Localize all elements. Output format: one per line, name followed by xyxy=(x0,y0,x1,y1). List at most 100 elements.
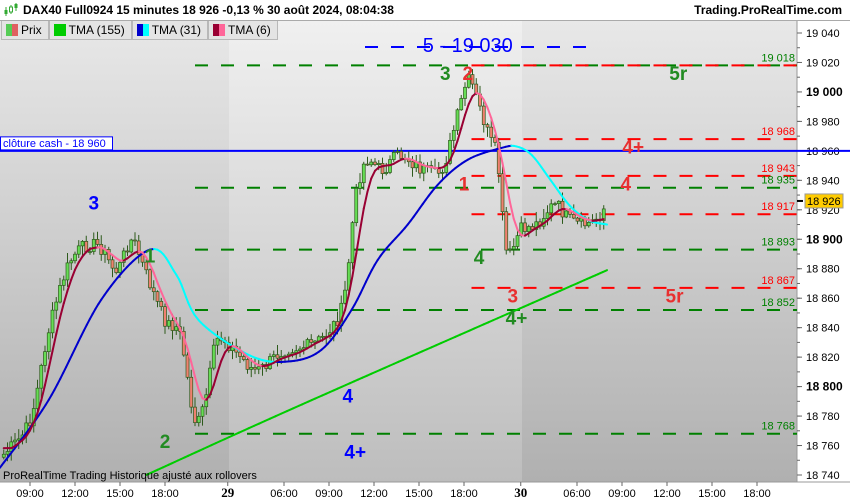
tma-6-segment xyxy=(70,268,76,281)
y-tick-label: 18 740 xyxy=(806,470,840,482)
tma-6-segment xyxy=(224,346,230,354)
tma-6-segment xyxy=(212,371,219,387)
candle-body xyxy=(553,203,557,205)
tma-6-segment xyxy=(145,256,151,266)
legend-label: TMA (6) xyxy=(228,23,271,37)
tma-6-segment xyxy=(336,319,343,329)
candle-body xyxy=(526,226,531,232)
tma-6-segment xyxy=(216,359,223,374)
tma-6-segment xyxy=(179,327,185,339)
y-tick-label: 18 880 xyxy=(806,264,840,276)
tma-6-segment xyxy=(209,384,215,396)
tma-6-segment xyxy=(452,139,459,153)
candle-body xyxy=(459,98,464,111)
candle-body xyxy=(241,356,246,360)
tma-6-segment xyxy=(497,144,504,165)
tma-6-segment xyxy=(370,169,376,180)
candle-body xyxy=(534,221,539,230)
candle-body xyxy=(294,350,299,353)
legend-label: Prix xyxy=(21,23,42,37)
tma-6-segment xyxy=(205,393,211,401)
annotation-label: 4 xyxy=(342,386,353,407)
candle-body xyxy=(189,376,194,408)
y-tick-label: 18 780 xyxy=(806,411,840,423)
candle-body xyxy=(410,161,415,169)
chart-header: DAX40 Full0924 15 minutes 18 926 -0,13 %… xyxy=(0,0,850,20)
x-tick-label: 18:00 xyxy=(450,488,478,500)
annotation-label: 3 xyxy=(507,286,518,307)
candle-body xyxy=(320,335,325,338)
legend-item-tma-31[interactable]: TMA (31) xyxy=(131,21,209,40)
candle-body xyxy=(549,203,554,214)
level-label: 18 852 xyxy=(761,297,795,309)
tma-6-segment xyxy=(25,429,31,438)
price-axis[interactable] xyxy=(797,20,850,482)
cash-close-box xyxy=(0,136,113,151)
x-tick-label: 09:00 xyxy=(315,488,343,500)
candle-body xyxy=(298,348,302,352)
candle-body xyxy=(215,337,220,346)
candle-body xyxy=(489,126,494,138)
candle-body xyxy=(463,86,467,99)
tma-6-segment xyxy=(449,150,455,162)
tma-31-segment xyxy=(59,371,65,380)
legend-item-tma-155[interactable]: TMA (155) xyxy=(48,21,132,40)
tma-31-segment xyxy=(68,353,74,362)
candle-body xyxy=(76,245,81,255)
tma-31-segment xyxy=(182,289,187,298)
x-tick-label: 12:00 xyxy=(61,488,89,500)
candlestick-logo-icon xyxy=(4,3,18,16)
legend-label: TMA (31) xyxy=(151,23,202,37)
candle-body xyxy=(571,214,576,219)
candle-body xyxy=(373,161,377,166)
candle-body xyxy=(65,262,70,281)
candle-body xyxy=(421,165,426,174)
level-label: 18 917 xyxy=(761,201,795,213)
tma-6-segment xyxy=(340,309,346,322)
legend-swatch xyxy=(53,24,66,36)
candle-body xyxy=(114,267,119,273)
candle-body xyxy=(384,172,389,174)
legend-item-prix[interactable]: Prix xyxy=(1,21,49,40)
y-tick-label: 18 760 xyxy=(806,441,840,453)
tma-6-segment xyxy=(62,289,69,305)
candle-body xyxy=(343,289,347,304)
tma-6-segment xyxy=(32,411,39,424)
candle-body xyxy=(391,151,396,160)
tma-155-segment xyxy=(603,269,608,273)
tma-6-segment xyxy=(456,127,463,142)
legend-item-tma-6[interactable]: TMA (6) xyxy=(208,21,278,40)
tma-6-segment xyxy=(36,399,43,414)
candle-body xyxy=(369,161,374,166)
x-tick-label: 29 xyxy=(221,485,235,500)
x-tick-label: 15:00 xyxy=(106,488,134,500)
tma-31-segment xyxy=(180,283,185,292)
chart-title: DAX40 Full0924 15 minutes 18 926 -0,13 %… xyxy=(23,3,394,17)
x-tick-label: 12:00 xyxy=(653,488,681,500)
tma-155-line xyxy=(145,269,608,476)
candle-body xyxy=(50,309,55,334)
tma-31-segment xyxy=(350,303,356,311)
tma-6-segment xyxy=(366,177,373,193)
tma-6-segment xyxy=(509,201,515,220)
candle-body xyxy=(43,351,47,366)
candle-body xyxy=(69,260,74,264)
candle-body xyxy=(13,439,17,443)
candle-body xyxy=(545,212,550,219)
candle-body xyxy=(35,387,40,409)
candle-body xyxy=(136,240,141,255)
tma-6-segment xyxy=(347,274,354,296)
x-tick-label: 12:00 xyxy=(360,488,388,500)
annotation-label: 5 - 19 030 xyxy=(423,35,513,57)
legend-swatch xyxy=(6,24,18,36)
candle-body xyxy=(155,291,160,302)
legend-label: TMA (155) xyxy=(68,23,125,37)
candle-body xyxy=(245,359,250,370)
y-tick-label: 18 940 xyxy=(806,175,840,187)
candle-body xyxy=(275,354,280,359)
tma-6-segment xyxy=(77,255,84,264)
annotation-label: 4 xyxy=(474,248,485,269)
